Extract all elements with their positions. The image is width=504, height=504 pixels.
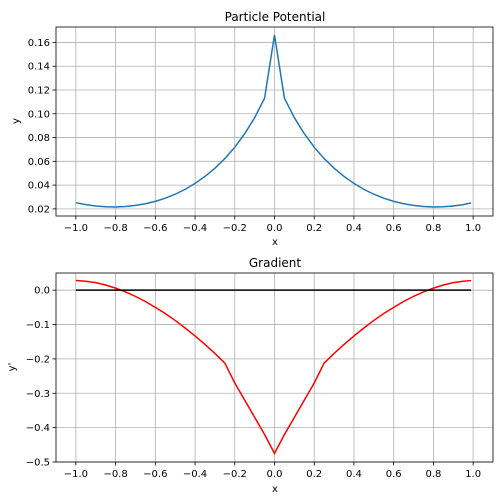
y-tick-label: −0.4 [26,423,50,434]
x-tick-label: 0.4 [346,223,362,234]
x-tick-label: −0.6 [143,469,167,480]
x-tick-label: 1.0 [465,469,481,480]
chart-title-potential: Particle Potential [225,10,326,24]
y-tick-label: −0.5 [26,458,50,469]
chart-title-gradient: Gradient [249,256,302,270]
x-tick-label: −0.6 [143,223,167,234]
y-axis-label-gradient: y' [7,363,18,372]
x-tick-label: −0.2 [223,223,247,234]
x-axis-label-gradient: x [272,484,278,495]
x-tick-label: 0.2 [306,223,322,234]
x-tick-label: −0.8 [103,223,127,234]
subplot-gradient: Gradient x y' −1.0 −0.8 −0.6 −0.4 −0.2 0.0 0.2… [7,256,494,495]
y-tick-label: 0.12 [28,86,50,97]
series-line-gradient-0 [75,279,472,456]
x-tick-label: 0.8 [425,469,441,480]
y-tick-label: 0.08 [28,133,50,144]
axes-frame-potential [55,26,494,217]
y-tick-label: −0.2 [26,354,50,365]
x-tick-label: 0.0 [267,223,283,234]
x-tick-label: 0.0 [267,469,283,480]
x-tick-label: 0.4 [346,469,362,480]
gridlines-potential [56,27,493,216]
y-tick-label: 0.16 [28,38,50,49]
y-tick-label: 0.14 [28,62,50,73]
y-tick-label: 0.04 [28,181,50,192]
x-tick-label: −0.4 [183,469,207,480]
x-tick-label: 0.8 [425,223,441,234]
y-axis-label-potential: y [11,118,22,124]
subplot-particle-potential: Particle Potential x y −1.0 −0.8 −0.6 −0.4 −… [11,10,494,248]
x-tick-label: −0.8 [103,469,127,480]
y-tick-label: −0.1 [26,320,50,331]
x-tick-label: 0.6 [386,223,402,234]
series-line-potential-0 [75,34,472,208]
x-tick-label: 0.2 [306,469,322,480]
x-tick-label: −1.0 [64,469,88,480]
y-tick-label: 0.0 [34,286,50,297]
x-tick-label: 1.0 [465,223,481,234]
axes-frame-gradient [55,272,494,463]
x-axis-label-potential: x [272,237,278,248]
x-tick-label: 0.6 [386,469,402,480]
y-tick-label: −0.3 [26,389,50,400]
x-tick-label: −0.2 [223,469,247,480]
y-tick-label: 0.02 [28,204,50,215]
y-tick-label: 0.10 [28,109,50,120]
y-tick-label: 0.06 [28,157,50,168]
x-tick-label: −0.4 [183,223,207,234]
x-tick-label: −1.0 [64,223,88,234]
